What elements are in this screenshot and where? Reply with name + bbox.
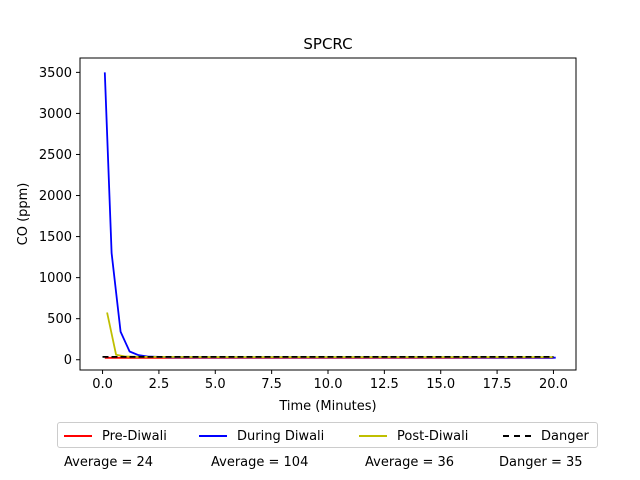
y-axis-label: CO (ppm) bbox=[16, 183, 31, 246]
average-during-diwali: Average = 104 bbox=[211, 455, 309, 470]
x-tick-label: 7.5 bbox=[261, 377, 282, 392]
x-tick-label: 15.0 bbox=[426, 377, 455, 392]
x-tick-label: 12.5 bbox=[370, 377, 399, 392]
x-tick-label: 10.0 bbox=[314, 377, 343, 392]
legend-swatch-danger bbox=[503, 435, 531, 437]
x-axis-label: Time (Minutes) bbox=[278, 399, 376, 414]
y-tick-label: 500 bbox=[47, 312, 72, 327]
legend-item-danger: Danger bbox=[503, 427, 589, 445]
average-post-diwali: Average = 36 bbox=[365, 455, 455, 470]
legend-label: Post-Diwali bbox=[397, 428, 469, 444]
x-tick-label: 0.0 bbox=[92, 377, 113, 392]
legend-label: During Diwali bbox=[237, 428, 325, 444]
average-pre-diwali: Average = 24 bbox=[64, 455, 154, 470]
danger-level: Danger = 35 bbox=[499, 455, 583, 470]
y-tick-label: 0 bbox=[64, 353, 72, 368]
y-tick-label: 3000 bbox=[39, 107, 72, 122]
y-tick-label: 2500 bbox=[39, 148, 72, 163]
legend-item-pre-diwali: Pre-Diwali bbox=[64, 427, 167, 445]
y-axis-ticks: 0 500 1000 1500 2000 2500 3000 3500 bbox=[39, 66, 80, 368]
x-tick-label: 17.5 bbox=[483, 377, 512, 392]
y-tick-label: 1500 bbox=[39, 230, 72, 245]
x-tick-label: 20.0 bbox=[539, 377, 568, 392]
series-line-during-diwali bbox=[103, 72, 556, 359]
legend-swatch-post-diwali bbox=[359, 435, 387, 437]
plot-area-frame bbox=[79, 57, 577, 371]
y-tick-label: 2000 bbox=[39, 189, 72, 204]
legend-label: Danger bbox=[541, 428, 589, 444]
y-tick-label: 1000 bbox=[39, 271, 72, 286]
legend-item-post-diwali: Post-Diwali bbox=[359, 427, 468, 445]
x-tick-label: 5.0 bbox=[205, 377, 226, 392]
chart-title: SPCRC bbox=[303, 35, 352, 53]
legend: Pre-Diwali During Diwali Post-Diwali Dan… bbox=[57, 422, 598, 448]
series-lines bbox=[102, 72, 556, 359]
legend-label: Pre-Diwali bbox=[102, 428, 167, 444]
legend-swatch-pre-diwali bbox=[64, 435, 92, 437]
legend-item-during-diwali: During Diwali bbox=[199, 427, 324, 445]
legend-swatch-during-diwali bbox=[199, 435, 227, 437]
y-tick-label: 3500 bbox=[39, 66, 72, 81]
x-tick-label: 2.5 bbox=[149, 377, 170, 392]
series-line-post-diwali bbox=[106, 312, 554, 359]
x-axis-ticks: 0.0 2.5 5.0 7.5 10.0 12.5 15.0 17.5 20.0 bbox=[92, 370, 568, 392]
